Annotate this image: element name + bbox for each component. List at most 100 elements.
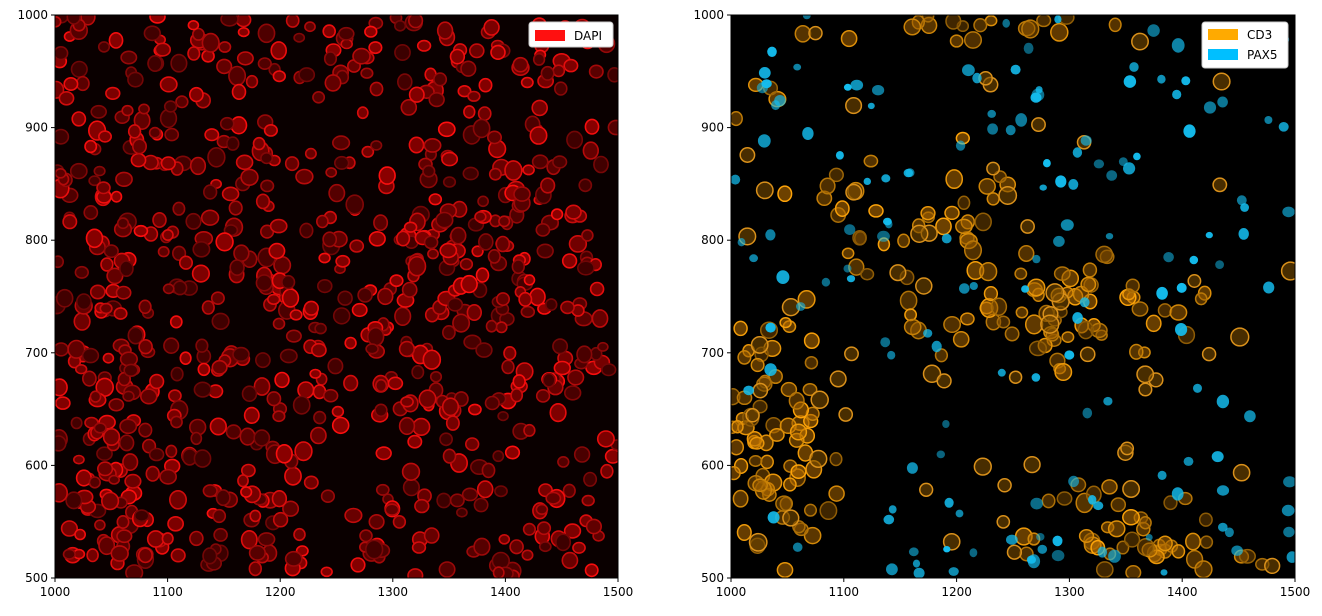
dapi-nucleus [82,370,97,387]
cd3-cell [979,261,998,282]
pax5-cell [872,85,885,96]
pax5-cell [1147,24,1160,37]
dapi-nucleus [313,410,327,425]
cd3-cell [997,478,1012,493]
cd3-cell [748,455,763,467]
dapi-nucleus [303,475,319,490]
dapi-nucleus [461,487,479,502]
dapi-nucleus [408,86,425,103]
dapi-nucleus [436,21,454,40]
dapi-nucleus [429,370,443,383]
dapi-nucleus [269,218,288,234]
dapi-nucleus [167,389,182,403]
cd3-cell [1006,544,1023,560]
pax5-cell [1157,74,1166,84]
dapi-nucleus [116,514,130,529]
dapi-nucleus [369,81,384,97]
dapi-nucleus [191,27,205,41]
dapi-nucleus [494,485,508,498]
dapi-nucleus [179,255,194,270]
dapi-nucleus [190,431,203,446]
dapi-nucleus [439,432,453,447]
dapi-nucleus [67,339,86,359]
dapi-nucleus [213,527,228,542]
dapi-nucleus [86,548,99,563]
dapi-nucleus [257,23,276,44]
dapi-nucleus [583,471,598,487]
cd3-cell [808,25,823,41]
dapi-nucleus [146,530,165,548]
cd3-cell [802,383,818,397]
dapi-nucleus [320,566,333,578]
dapi-nucleus [100,257,114,272]
cd3-cell [957,195,971,211]
dapi-nucleus [127,326,144,345]
dapi-nucleus [477,106,492,121]
cd3-cell [1108,17,1122,33]
cd3-cell [1031,117,1046,133]
dapi-nucleus [170,415,183,429]
dapi-nucleus [138,299,152,315]
dapi-nucleus [441,324,456,340]
dapi-nucleus [253,377,271,396]
dapi-nucleus [520,76,534,89]
cd3-cell [1120,441,1135,456]
pax5-cell [888,505,897,514]
pax5-cell [955,140,966,151]
cd3-cell [852,229,867,246]
dapi-nucleus [55,46,69,61]
pax5-cell [1283,526,1295,538]
pax5-cell [1060,219,1074,231]
dapi-nucleus [187,20,200,31]
cd3-cell [1238,548,1256,564]
legend-swatch-cd3 [1208,29,1238,40]
dapi-nucleus [504,160,523,181]
cd3-pax5-axes-frame [730,14,1296,579]
dapi-nucleus [607,67,618,83]
pax5-cell [1039,184,1047,191]
dapi-nucleus [157,246,170,258]
dapi-nucleus [490,44,506,61]
dapi-nucleus [191,264,210,283]
dapi-nucleus [503,346,517,361]
dapi-nucleus [309,426,327,445]
dapi-nucleus [368,231,386,247]
dapi-nucleus [356,106,369,120]
dapi-nucleus [578,178,593,193]
y-tick-label: 1000 [17,8,48,22]
x-tick-label: 1200 [265,585,296,599]
dapi-nucleus [467,403,482,416]
dapi-nucleus [588,64,604,79]
dapi-nucleus [340,38,354,50]
dapi-nucleus [324,74,342,92]
dapi-nucleus [540,65,555,81]
cd3-cell [1194,560,1213,578]
pax5-cell [1043,159,1051,168]
cd3-cell [1008,370,1023,384]
cd3-cell [731,111,743,127]
dapi-nucleus [423,527,440,544]
x-tick-label: 1000 [716,585,747,599]
dapi-nucleus [243,406,260,425]
dapi-nucleus [281,288,300,308]
dapi-nucleus [407,568,424,578]
pax5-cell [863,177,871,185]
dapi-nucleus [293,32,306,43]
cd3-cell [889,264,907,282]
dapi-nucleus [219,116,235,131]
dapi-nucleus [118,434,135,452]
cd3-cell [748,532,768,552]
dapi-nucleus [110,190,123,203]
dapi-nucleus [495,235,511,253]
dapi-nucleus [485,319,498,333]
pax5-cell [1072,312,1083,324]
pax5-cell [969,282,978,290]
pax5-cell [1108,549,1121,563]
cd3-cell [737,350,752,365]
dapi-nucleus [108,32,124,49]
cd3-cell [804,355,819,370]
dapi-nucleus [447,297,464,312]
dapi-nucleus [169,315,183,329]
dapi-nucleus [591,309,609,328]
dapi-nucleus [332,135,351,151]
